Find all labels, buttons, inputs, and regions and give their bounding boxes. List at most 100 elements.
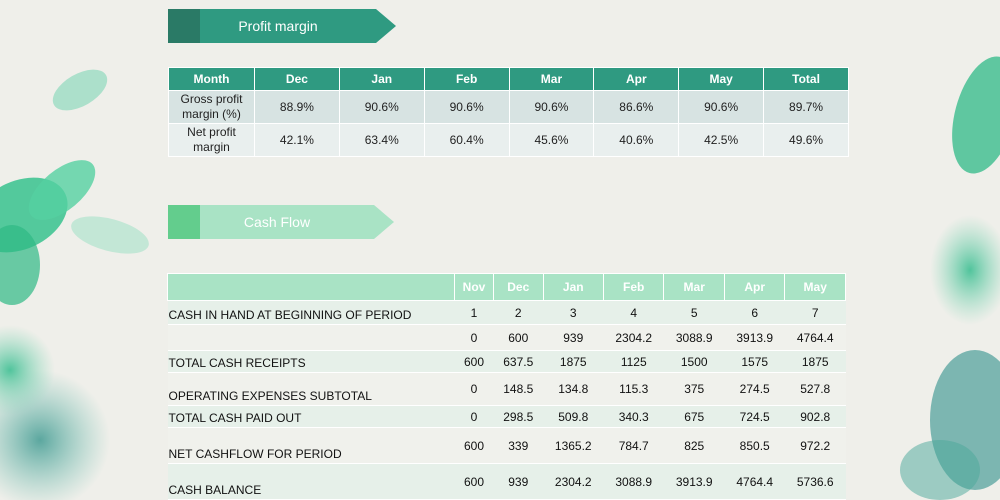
table-cell: 49.6% (763, 123, 849, 157)
row-label: Gross profit margin (%) (168, 90, 255, 124)
table-cell: 939 (493, 463, 543, 500)
table-cell: 2304.2 (543, 463, 604, 500)
header-jan: Jan (542, 273, 604, 301)
table-cell: 600 (454, 463, 494, 500)
table-cell: 340.3 (603, 405, 664, 428)
header-feb: Feb (423, 67, 510, 91)
table-cell: 89.7% (763, 90, 849, 124)
table-cell: 90.6% (508, 90, 595, 124)
table-cell: 1875 (543, 350, 604, 373)
table-cell: 90.6% (338, 90, 425, 124)
header-jan: Jan (338, 67, 425, 91)
table-cell: 60.4% (423, 123, 510, 157)
table-cell: 509.8 (543, 405, 604, 428)
table-cell: 4764.4 (784, 324, 846, 351)
table-cell: 1 (454, 300, 494, 325)
table-cell: 0 (454, 405, 494, 428)
table-cell: 825 (663, 427, 725, 464)
table-cell: 4 (603, 300, 664, 325)
row-label: CASH IN HAND AT BEGINNING OF PERIOD (167, 300, 455, 325)
row-label (167, 324, 455, 351)
header-may: May (678, 67, 765, 91)
table-cell: 2 (493, 300, 543, 325)
profit-margin-banner: Profit margin (168, 9, 396, 43)
table-row: TOTAL CASH RECEIPTS 600 637.5 1875 1125 … (167, 350, 846, 373)
profit-margin-title: Profit margin (238, 18, 318, 34)
table-cell: 115.3 (603, 372, 664, 406)
table-cell: 63.4% (338, 123, 425, 157)
table-cell: 1875 (784, 350, 846, 373)
table-cell: 375 (663, 372, 725, 406)
table-cell: 3913.9 (663, 463, 725, 500)
table-row: NET CASHFLOW FOR PERIOD 600 339 1365.2 7… (167, 427, 846, 464)
header-mar: Mar (663, 273, 725, 301)
header-mar: Mar (508, 67, 595, 91)
table-cell: 148.5 (493, 372, 543, 406)
table-cell: 850.5 (724, 427, 785, 464)
table-row: TOTAL CASH PAID OUT 0 298.5 509.8 340.3 … (167, 405, 846, 428)
table-cell: 339 (493, 427, 543, 464)
table-row: CASH BALANCE 600 939 2304.2 3088.9 3913.… (167, 463, 846, 500)
table-cell: 1125 (603, 350, 664, 373)
table-cell: 5 (663, 300, 725, 325)
row-label: OPERATING EXPENSES SUBTOTAL (167, 372, 455, 406)
row-label: CASH BALANCE (167, 463, 455, 500)
header-apr: Apr (723, 273, 786, 301)
table-cell: 3088.9 (663, 324, 725, 351)
cash-flow-banner: Cash Flow (168, 205, 394, 239)
table-cell: 3 (543, 300, 604, 325)
table-cell: 939 (543, 324, 604, 351)
table-cell: 42.5% (678, 123, 765, 157)
profit-header-row: Month Dec Jan Feb Mar Apr May Total (168, 67, 849, 91)
row-label: TOTAL CASH PAID OUT (167, 405, 455, 428)
header-nov: Nov (453, 273, 495, 301)
cash-flow-title: Cash Flow (243, 214, 311, 230)
header-apr: Apr (593, 67, 680, 91)
header-feb: Feb (602, 273, 665, 301)
banner-tab-accent (168, 205, 200, 239)
table-row: 0 600 939 2304.2 3088.9 3913.9 4764.4 (167, 324, 846, 351)
cash-flow-table: Nov Dec Jan Feb Mar Apr May CASH IN HAND… (167, 273, 846, 500)
row-label: Net profit margin (168, 123, 255, 157)
header-dec: Dec (493, 273, 544, 301)
table-cell: 5736.6 (784, 463, 846, 500)
table-row: CASH IN HAND AT BEGINNING OF PERIOD 1 2 … (167, 300, 846, 325)
table-row: OPERATING EXPENSES SUBTOTAL 0 148.5 134.… (167, 372, 846, 406)
table-cell: 637.5 (493, 350, 543, 373)
table-cell: 1365.2 (543, 427, 604, 464)
table-cell: 2304.2 (603, 324, 664, 351)
header-total: Total (763, 67, 849, 91)
table-cell: 6 (724, 300, 785, 325)
table-cell: 3913.9 (724, 324, 785, 351)
table-cell: 298.5 (493, 405, 543, 428)
table-cell: 3088.9 (603, 463, 664, 500)
table-cell: 527.8 (784, 372, 846, 406)
table-cell: 4764.4 (724, 463, 785, 500)
table-cell: 784.7 (603, 427, 664, 464)
cash-header-row: Nov Dec Jan Feb Mar Apr May (167, 273, 846, 301)
table-cell: 42.1% (254, 123, 340, 157)
table-cell: 0 (454, 372, 494, 406)
banner-arrow-shape (168, 9, 396, 43)
table-cell: 90.6% (678, 90, 765, 124)
table-cell: 40.6% (593, 123, 680, 157)
table-row: Gross profit margin (%) 88.9% 90.6% 90.6… (168, 90, 849, 124)
table-cell: 675 (663, 405, 725, 428)
table-cell: 600 (493, 324, 543, 351)
table-row: Net profit margin 42.1% 63.4% 60.4% 45.6… (168, 123, 849, 157)
table-cell: 902.8 (784, 405, 846, 428)
row-label: NET CASHFLOW FOR PERIOD (167, 427, 455, 464)
header-may: May (784, 273, 846, 301)
table-cell: 45.6% (508, 123, 595, 157)
table-cell: 1500 (663, 350, 725, 373)
table-cell: 88.9% (254, 90, 340, 124)
table-cell: 1575 (724, 350, 785, 373)
table-cell: 600 (454, 350, 494, 373)
table-cell: 7 (784, 300, 846, 325)
table-cell: 86.6% (593, 90, 680, 124)
header-dec: Dec (254, 67, 340, 91)
header-blank (167, 273, 455, 301)
row-label: TOTAL CASH RECEIPTS (167, 350, 455, 373)
table-cell: 972.2 (784, 427, 846, 464)
